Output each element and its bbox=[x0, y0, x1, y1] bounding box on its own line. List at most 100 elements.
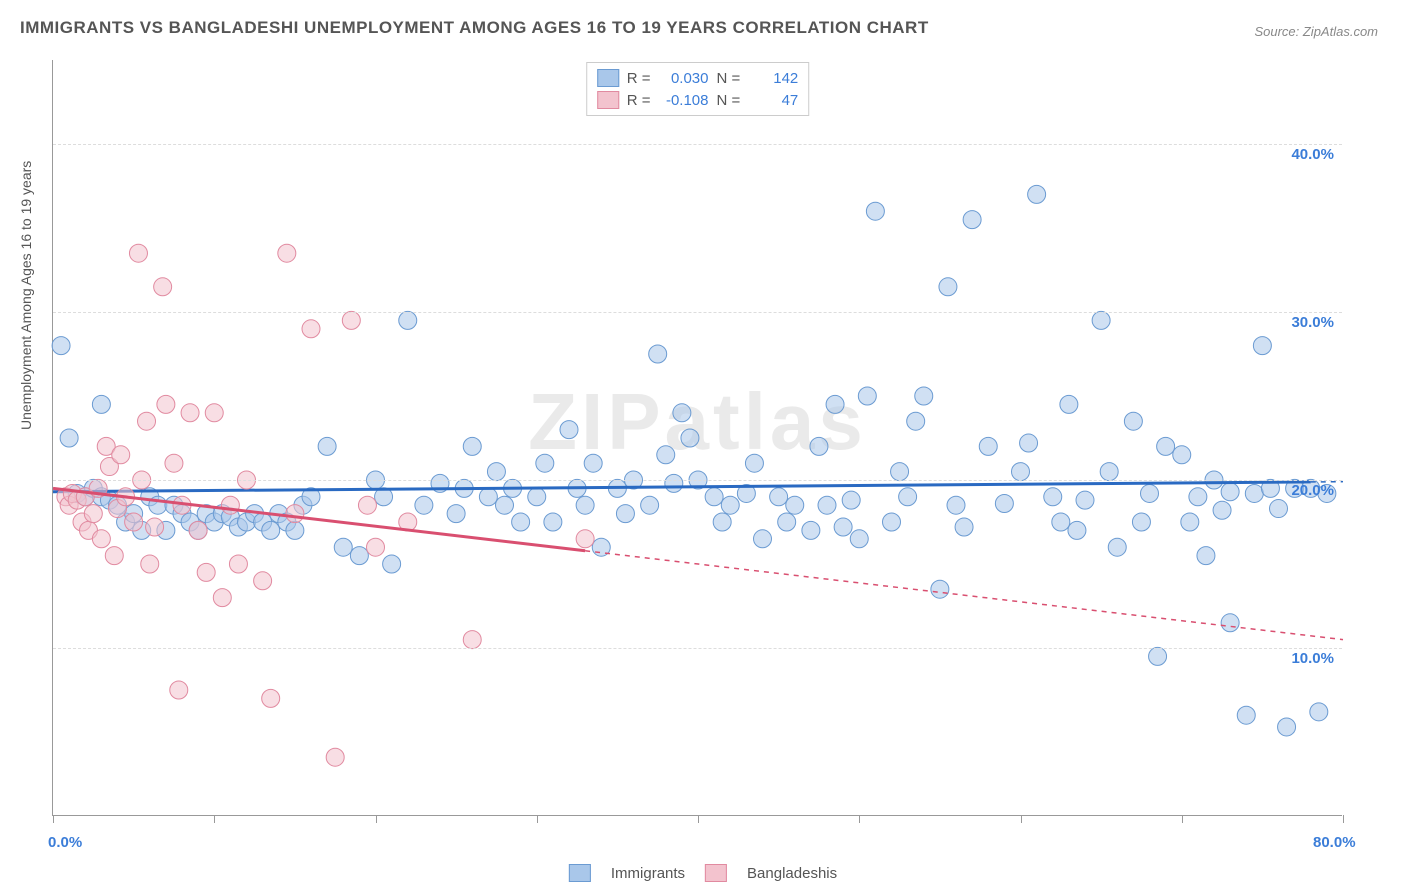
data-point bbox=[657, 446, 675, 464]
data-point bbox=[1253, 337, 1271, 355]
data-point bbox=[576, 496, 594, 514]
data-point bbox=[842, 491, 860, 509]
data-point bbox=[899, 488, 917, 506]
data-point bbox=[229, 555, 247, 573]
data-point bbox=[326, 748, 344, 766]
y-tick-label: 10.0% bbox=[1291, 650, 1334, 667]
data-point bbox=[947, 496, 965, 514]
data-point bbox=[907, 412, 925, 430]
swatch-immigrants bbox=[597, 69, 619, 87]
data-point bbox=[84, 505, 102, 523]
r-value: -0.108 bbox=[659, 92, 709, 109]
data-point bbox=[665, 474, 683, 492]
chart-svg bbox=[53, 60, 1342, 815]
x-tick bbox=[698, 815, 699, 823]
x-tick-label: 80.0% bbox=[1313, 834, 1356, 851]
data-point bbox=[262, 521, 280, 539]
stats-row-bangladeshis: R = -0.108 N = 47 bbox=[597, 89, 799, 111]
data-point bbox=[105, 547, 123, 565]
data-point bbox=[721, 496, 739, 514]
y-tick-label: 30.0% bbox=[1291, 314, 1334, 331]
data-point bbox=[447, 505, 465, 523]
gridline bbox=[53, 480, 1342, 481]
data-point bbox=[995, 495, 1013, 513]
data-point bbox=[399, 311, 417, 329]
y-axis-label: Unemployment Among Ages 16 to 19 years bbox=[18, 161, 34, 430]
data-point bbox=[170, 681, 188, 699]
r-value: 0.030 bbox=[659, 70, 709, 87]
data-point bbox=[1221, 614, 1239, 632]
data-point bbox=[883, 513, 901, 531]
y-tick-label: 20.0% bbox=[1291, 482, 1334, 499]
chart-title: IMMIGRANTS VS BANGLADESHI UNEMPLOYMENT A… bbox=[20, 18, 929, 38]
data-point bbox=[60, 429, 78, 447]
data-point bbox=[302, 320, 320, 338]
data-point bbox=[92, 530, 110, 548]
data-point bbox=[584, 454, 602, 472]
gridline bbox=[53, 312, 1342, 313]
data-point bbox=[52, 337, 70, 355]
data-point bbox=[891, 463, 909, 481]
data-point bbox=[286, 521, 304, 539]
n-value: 142 bbox=[748, 70, 798, 87]
data-point bbox=[463, 437, 481, 455]
data-point bbox=[673, 404, 691, 422]
n-value: 47 bbox=[748, 92, 798, 109]
data-point bbox=[1012, 463, 1030, 481]
data-point bbox=[616, 505, 634, 523]
data-point bbox=[536, 454, 554, 472]
data-point bbox=[681, 429, 699, 447]
x-tick bbox=[53, 815, 54, 823]
data-point bbox=[138, 412, 156, 430]
data-point bbox=[1076, 491, 1094, 509]
data-point bbox=[205, 404, 223, 422]
data-point bbox=[1028, 185, 1046, 203]
data-point bbox=[278, 244, 296, 262]
x-tick bbox=[537, 815, 538, 823]
data-point bbox=[1124, 412, 1142, 430]
data-point bbox=[487, 463, 505, 481]
data-point bbox=[754, 530, 772, 548]
data-point bbox=[334, 538, 352, 556]
stats-row-immigrants: R = 0.030 N = 142 bbox=[597, 67, 799, 89]
data-point bbox=[1132, 513, 1150, 531]
data-point bbox=[1068, 521, 1086, 539]
y-tick-label: 40.0% bbox=[1291, 146, 1334, 163]
data-point bbox=[826, 395, 844, 413]
x-tick bbox=[376, 815, 377, 823]
data-point bbox=[1270, 500, 1288, 518]
data-point bbox=[286, 505, 304, 523]
data-point bbox=[649, 345, 667, 363]
data-point bbox=[1189, 488, 1207, 506]
data-point bbox=[866, 202, 884, 220]
data-point bbox=[1108, 538, 1126, 556]
data-point bbox=[931, 580, 949, 598]
data-point bbox=[197, 563, 215, 581]
data-point bbox=[955, 518, 973, 536]
data-point bbox=[157, 395, 175, 413]
data-point bbox=[1245, 484, 1263, 502]
data-point bbox=[705, 488, 723, 506]
data-point bbox=[939, 278, 957, 296]
data-point bbox=[189, 521, 207, 539]
data-point bbox=[125, 513, 143, 531]
series-legend: Immigrants Bangladeshis bbox=[569, 864, 837, 882]
x-tick bbox=[859, 815, 860, 823]
data-point bbox=[1237, 706, 1255, 724]
data-point bbox=[367, 538, 385, 556]
data-point bbox=[1020, 434, 1038, 452]
data-point bbox=[181, 404, 199, 422]
r-label: R = bbox=[627, 70, 651, 87]
data-point bbox=[92, 395, 110, 413]
n-label: N = bbox=[717, 92, 741, 109]
data-point bbox=[1221, 483, 1239, 501]
data-point bbox=[1310, 703, 1328, 721]
data-point bbox=[810, 437, 828, 455]
swatch-bangladeshis bbox=[597, 91, 619, 109]
legend-label-immigrants: Immigrants bbox=[611, 865, 685, 882]
data-point bbox=[915, 387, 933, 405]
data-point bbox=[463, 631, 481, 649]
x-tick bbox=[1021, 815, 1022, 823]
data-point bbox=[834, 518, 852, 536]
data-point bbox=[1044, 488, 1062, 506]
